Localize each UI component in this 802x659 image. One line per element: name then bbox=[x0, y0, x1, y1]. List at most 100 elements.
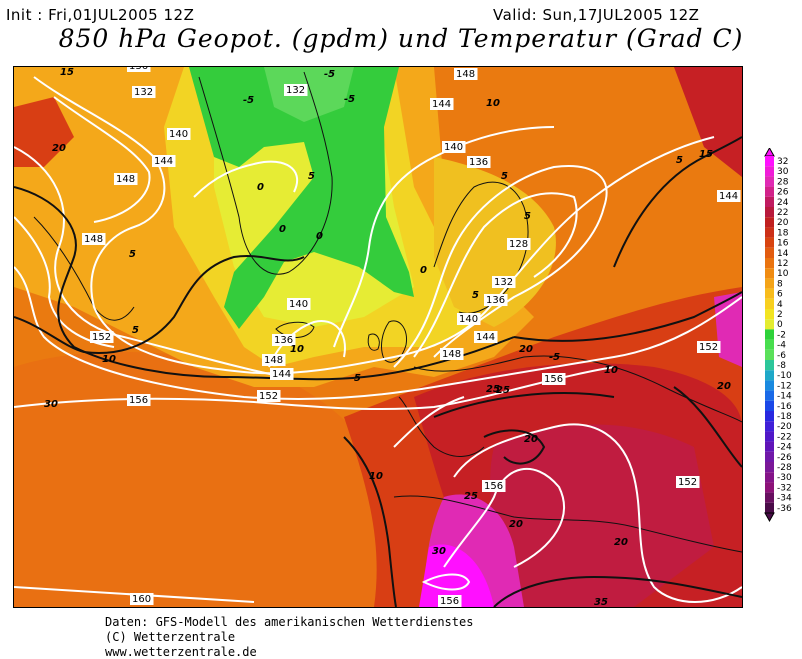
geopotential-label: 128 bbox=[509, 239, 528, 250]
legend-level-label: -24 bbox=[777, 443, 792, 453]
map-title: 850 hPa Geopot. (gpdm) und Temperatur (G… bbox=[58, 24, 744, 53]
legend-swatch bbox=[765, 370, 774, 381]
legend-swatch bbox=[765, 288, 774, 299]
temperature-label: 20 bbox=[524, 434, 538, 445]
geopotential-label-bg bbox=[474, 331, 498, 343]
legend-level-label: 18 bbox=[777, 228, 789, 238]
temp-region-scandinavia bbox=[434, 157, 556, 327]
temperature-label: 25 bbox=[464, 491, 478, 502]
temperature-label: 20 bbox=[614, 537, 628, 548]
temperature-label: 5 bbox=[472, 290, 479, 301]
temperature-labels: 15 20 -5 -5 -5 0 5 0 0 5 5 0 10 5 5 5 10 5 10 -5 5 10 15 20 25 20… bbox=[44, 67, 731, 607]
geopotential-label-bg bbox=[132, 86, 156, 98]
temperature-label: 5 bbox=[676, 155, 683, 166]
temp-region-green bbox=[189, 67, 414, 329]
legend-swatch bbox=[765, 217, 774, 228]
geopotential-label-bg bbox=[442, 141, 466, 153]
geopotential-label-bg bbox=[284, 84, 308, 96]
geopotential-label-bg bbox=[430, 98, 454, 110]
temperature-label: 35 bbox=[594, 597, 608, 607]
legend-swatch bbox=[765, 411, 774, 422]
geopotential-label-bg bbox=[272, 334, 296, 346]
coast-britain bbox=[381, 320, 408, 363]
temperature-isotherms bbox=[14, 136, 742, 607]
geopotential-label: 140 bbox=[169, 129, 188, 140]
legend-level-label: 6 bbox=[777, 290, 783, 300]
geopotential-label-bg bbox=[167, 128, 191, 140]
geopotential-label: 160 bbox=[132, 594, 151, 605]
geopotential-label-bg bbox=[114, 173, 138, 185]
temperature-label: 10 bbox=[102, 354, 116, 365]
legend-swatch bbox=[765, 390, 774, 401]
geopotential-contours bbox=[14, 76, 742, 603]
geopotential-label: 152 bbox=[259, 391, 278, 402]
legend-level-label: -10 bbox=[777, 371, 792, 381]
geopotential-label: 144 bbox=[272, 369, 291, 380]
geopotential-label: 148 bbox=[456, 69, 475, 80]
temperature-label: 0 bbox=[279, 224, 286, 235]
legend-level-label: -34 bbox=[777, 494, 792, 504]
geopotential-label: 148 bbox=[84, 234, 103, 245]
temperature-label: 20 bbox=[509, 519, 523, 530]
legend-swatch bbox=[765, 472, 774, 483]
geopotential-label: 132 bbox=[134, 87, 153, 98]
temperature-label: 0 bbox=[420, 265, 427, 276]
legend-swatch bbox=[765, 258, 774, 269]
geopotential-label-bg bbox=[127, 67, 151, 72]
legend-swatch bbox=[765, 349, 774, 360]
legend-swatch bbox=[765, 268, 774, 279]
temperature-label: 10 bbox=[486, 98, 500, 109]
legend-level-label: -4 bbox=[777, 341, 786, 351]
temperature-label: 5 bbox=[524, 211, 531, 222]
geopotential-label-bg bbox=[467, 156, 491, 168]
temperature-label: 20 bbox=[717, 381, 731, 392]
geopotential-label-bg bbox=[152, 155, 176, 167]
temperature-label: 20 bbox=[52, 143, 66, 154]
geopotential-label: 152 bbox=[92, 332, 111, 343]
legend-level-label: -6 bbox=[777, 351, 786, 361]
legend-level-label: 0 bbox=[777, 320, 783, 330]
temperature-legend: 32 30 28 26 24 22 20 18 16 14 12 10 8 6 4 2 0 -2 -4 -6 -8 -10… bbox=[763, 146, 802, 524]
geopotential-label-bg bbox=[262, 354, 286, 366]
legend-swatch bbox=[765, 309, 774, 320]
coast-canada bbox=[33, 216, 135, 321]
legend-swatch bbox=[765, 237, 774, 248]
temperature-label: 25 bbox=[486, 384, 500, 395]
legend-swatch bbox=[765, 431, 774, 442]
valid-time: Valid: Sun,17JUL2005 12Z bbox=[493, 6, 700, 24]
legend-level-label: -20 bbox=[777, 422, 792, 432]
temperature-label: 30 bbox=[44, 399, 58, 410]
legend-level-label: 20 bbox=[777, 218, 789, 228]
geopotential-label-bg bbox=[287, 298, 311, 310]
temperature-label: 10 bbox=[290, 344, 304, 355]
geopotential-label-bg bbox=[717, 190, 741, 202]
geopotential-label-bg bbox=[127, 394, 151, 406]
temp-region-magenta-hot bbox=[419, 544, 494, 607]
geopotential-label: 140 bbox=[289, 299, 308, 310]
geopotential-label: 144 bbox=[432, 99, 451, 110]
legend-swatch bbox=[765, 319, 774, 330]
temperature-label: -5 bbox=[324, 69, 335, 80]
legend-level-label: -32 bbox=[777, 483, 792, 493]
coast-greenland bbox=[198, 71, 333, 275]
legend-swatch bbox=[765, 400, 774, 411]
coast-ireland bbox=[367, 333, 380, 351]
legend-level-label: -8 bbox=[777, 361, 786, 371]
temperature-label: -5 bbox=[344, 94, 355, 105]
geopotential-label-bg bbox=[130, 593, 154, 605]
geopotential-label-bg bbox=[454, 68, 478, 80]
legend-swatch bbox=[765, 441, 774, 452]
legend-swatch bbox=[765, 462, 774, 473]
legend-swatch bbox=[765, 207, 774, 218]
geopotential-label: 148 bbox=[116, 174, 135, 185]
legend-level-label: 16 bbox=[777, 239, 789, 249]
legend-level-label: -16 bbox=[777, 402, 792, 412]
footer-website: www.wetterzentrale.de bbox=[105, 645, 257, 659]
legend-level-label: 2 bbox=[777, 310, 783, 320]
legend-arrow-bottom bbox=[764, 512, 775, 523]
geopotential-label: 156 bbox=[544, 374, 563, 385]
temperature-label: 5 bbox=[354, 373, 361, 384]
legend-level-label: -28 bbox=[777, 463, 792, 473]
geopotential-label: 156 bbox=[484, 481, 503, 492]
temperature-label: 5 bbox=[129, 249, 136, 260]
